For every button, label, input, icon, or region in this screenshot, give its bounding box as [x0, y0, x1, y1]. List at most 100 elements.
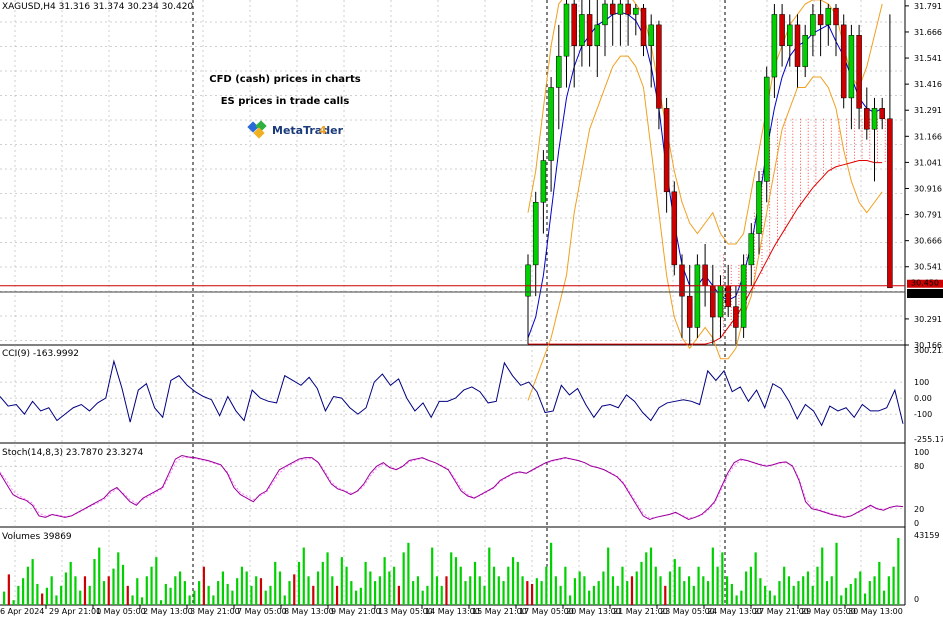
volume-bar: [616, 585, 619, 605]
volume-bar: [178, 571, 182, 605]
volume-bar: [102, 581, 106, 605]
candle-body: [871, 108, 878, 130]
volume-axis-zero: 0: [914, 595, 919, 604]
promo-overlay: CFD (cash) prices in charts ES prices in…: [209, 74, 361, 139]
volume-bar: [26, 566, 29, 605]
candle-body: [602, 3, 608, 26]
volume-bar: [45, 587, 49, 605]
volume-bar: [654, 566, 657, 605]
price-marker-current-label: 30.420: [911, 290, 939, 299]
candle-body: [571, 3, 577, 46]
volume-bar: [316, 571, 320, 605]
candle-body: [563, 3, 570, 57]
volume-bar: [778, 581, 781, 605]
volume-bar: [217, 581, 220, 605]
volume-bar: [673, 559, 676, 605]
volume-bar: [50, 576, 53, 605]
candle-body: [671, 191, 678, 266]
volume-bar: [545, 566, 548, 605]
time-axis-label: 2 May 13:00: [143, 607, 193, 616]
time-axis-label: 15 May 21:00: [472, 607, 527, 616]
cci-panel: 300.213 100 0.00 -100 -255.17: [0, 346, 943, 444]
envelope-lower-line: [527, 55, 883, 401]
volume-bar: [640, 561, 643, 605]
volume-bar: [464, 581, 467, 605]
volume-bar: [3, 591, 6, 605]
cci-title: CCI(9) -163.9992: [2, 349, 79, 359]
volume-bar: [802, 576, 805, 605]
volume-bar: [202, 566, 205, 605]
volume-bar: [526, 581, 529, 605]
volume-bar: [136, 578, 139, 605]
candle-body: [679, 264, 685, 297]
time-axis-label: 6 Apr 2024: [0, 607, 44, 616]
price-tick-label: 31.666: [914, 28, 942, 37]
time-axis-label: 24 May 13:00: [707, 607, 762, 616]
volume-bar: [849, 583, 852, 605]
ichimoku-cloud: [723, 118, 886, 338]
volume-bar: [383, 557, 386, 605]
volume-bar: [407, 542, 410, 605]
time-axis-label: 9 May 21:00: [331, 607, 381, 616]
volume-bar: [726, 576, 729, 605]
volume-bar: [878, 561, 881, 605]
time-axis-label: 27 May 21:00: [754, 607, 809, 616]
volume-bar: [155, 557, 158, 605]
volume-bar: [507, 566, 510, 605]
volume-bar: [374, 581, 377, 605]
time-axis-label: 21 May 21:00: [613, 607, 668, 616]
volume-bar: [378, 576, 381, 605]
volume-bar: [83, 576, 87, 605]
volume-bar: [274, 561, 277, 605]
svg-text:Volumes 39869: Volumes 39869: [2, 532, 72, 542]
candle-body: [633, 7, 639, 15]
volume-bar: [212, 595, 215, 605]
volume-bar: [188, 595, 191, 605]
candle-body: [594, 24, 601, 46]
volume-bar: [564, 566, 567, 605]
stoch-axis-label: 80: [914, 462, 924, 471]
candle-body: [525, 264, 531, 297]
volume-bar: [435, 576, 439, 605]
volume-bar: [863, 593, 867, 605]
promo-line-1: CFD (cash) prices in charts: [209, 74, 361, 85]
volume-bar: [897, 538, 900, 605]
volume-bar: [416, 576, 420, 605]
candle-body: [586, 14, 593, 46]
volume-bar: [783, 566, 786, 605]
volume-bar: [117, 552, 120, 605]
stoch-axis-label: 0: [914, 519, 919, 528]
price-tick-label: 31.791: [914, 2, 942, 11]
candle-body: [748, 233, 755, 266]
volume-bar: [550, 542, 553, 605]
time-axis-label: 17 May 05:00: [519, 607, 574, 616]
volume-bar: [388, 571, 391, 605]
candle-body: [740, 264, 747, 328]
volume-bar: [530, 583, 534, 605]
volume-bar: [402, 552, 405, 605]
time-axis-label: 14 May 13:00: [425, 607, 480, 616]
volume-bar: [445, 576, 448, 605]
volume-bar: [331, 576, 334, 605]
volume-bar: [659, 576, 662, 605]
volume-bar: [492, 566, 496, 605]
volume-bar: [825, 581, 829, 605]
volume-bar: [283, 595, 286, 605]
stoch-axis-label: 100: [914, 448, 929, 457]
volume-bar: [17, 585, 20, 605]
volume-bar: [797, 581, 800, 605]
candle-body: [640, 7, 647, 46]
time-axis-label: 30 May 13:00: [848, 607, 903, 616]
price-tick-label: 30.166: [914, 341, 942, 350]
volume-bar: [578, 571, 581, 605]
candle-body: [856, 35, 862, 109]
volume-bar: [621, 566, 624, 605]
candle-body: [579, 14, 585, 46]
volume-bar: [473, 561, 477, 605]
candle-body: [556, 55, 562, 88]
candle-body: [840, 24, 847, 99]
volume-bar: [592, 585, 596, 605]
price-tick-label: 31.541: [914, 54, 942, 63]
